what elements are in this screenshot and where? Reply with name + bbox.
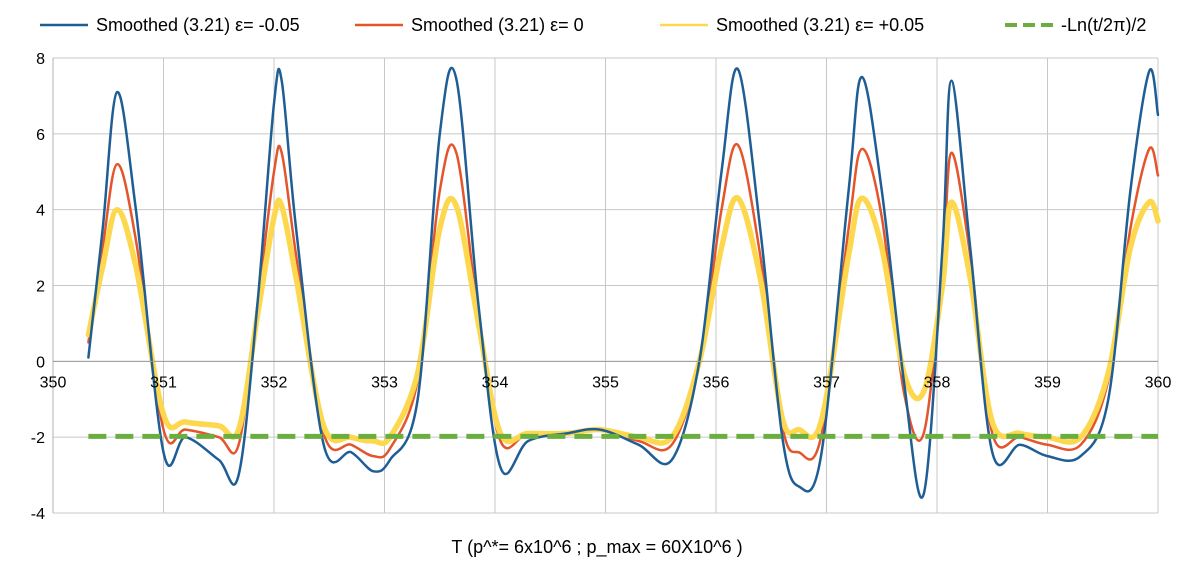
y-tick-label: -4 [31, 506, 45, 523]
x-tick-label: 357 [813, 374, 840, 391]
legend-item: Smoothed (3.21) ε= -0.05 [40, 15, 300, 35]
legend-label: -Ln(t/2π)/2 [1061, 15, 1146, 35]
axes [52, 58, 1158, 513]
grid [52, 57, 1159, 514]
y-tick-label: 4 [36, 203, 45, 220]
legend-label: Smoothed (3.21) ε= -0.05 [96, 15, 300, 35]
x-tick-label: 359 [1034, 374, 1061, 391]
y-tick-label: 8 [36, 51, 45, 68]
tick-labels: 350 351 352 353 354 355 356 357 358 359 360 8 6 4 2 0 -2… [31, 51, 1172, 523]
y-tick-label: 6 [36, 127, 45, 144]
x-tick-label: 356 [703, 374, 730, 391]
series-line-2 [87, 142, 1160, 461]
y-tick-label: 2 [36, 279, 45, 296]
x-tick-label: 354 [482, 374, 509, 391]
y-tick-label: 0 [36, 354, 45, 371]
x-tick-label: 351 [150, 374, 177, 391]
x-tick-label: 353 [371, 374, 398, 391]
y-tick-label: -2 [31, 430, 45, 447]
legend-item: Smoothed (3.21) ε= +0.05 [660, 15, 924, 35]
x-tick-label: 355 [592, 374, 619, 391]
x-axis-title: T (p^*= 6x10^6 ; p_max = 60X10^6 ) [451, 537, 742, 558]
x-tick-label: 358 [924, 374, 951, 391]
legend-label: Smoothed (3.21) ε= 0 [411, 15, 584, 35]
x-tick-label: 350 [40, 374, 67, 391]
series-layer [85, 66, 1161, 499]
legend-label: Smoothed (3.21) ε= +0.05 [716, 15, 924, 35]
x-tick-label: 360 [1145, 374, 1172, 391]
x-tick-label: 352 [261, 374, 288, 391]
legend: Smoothed (3.21) ε= -0.05 Smoothed (3.21) … [40, 15, 1146, 35]
series-line-3 [85, 195, 1161, 447]
legend-item: -Ln(t/2π)/2 [1005, 15, 1146, 35]
legend-item: Smoothed (3.21) ε= 0 [355, 15, 584, 35]
series-line-1 [87, 66, 1160, 499]
